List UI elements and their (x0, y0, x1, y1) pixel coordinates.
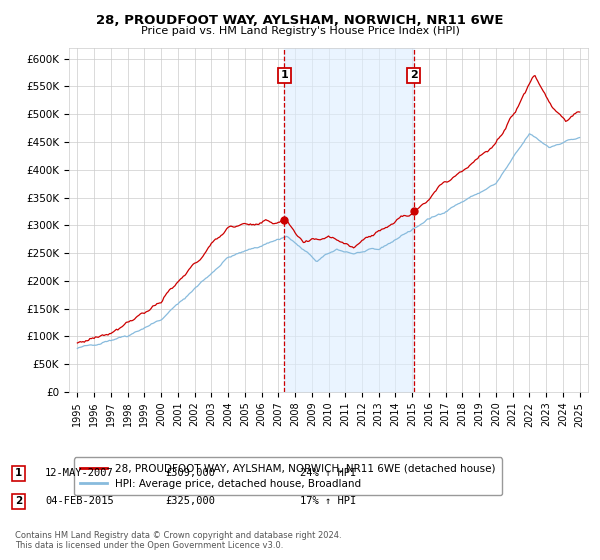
Text: £325,000: £325,000 (165, 496, 215, 506)
Text: Contains HM Land Registry data © Crown copyright and database right 2024.
This d: Contains HM Land Registry data © Crown c… (15, 531, 341, 550)
Text: 1: 1 (15, 468, 22, 478)
Text: 12-MAY-2007: 12-MAY-2007 (45, 468, 114, 478)
Text: 2: 2 (15, 496, 22, 506)
Text: 24% ↑ HPI: 24% ↑ HPI (300, 468, 356, 478)
Legend: 28, PROUDFOOT WAY, AYLSHAM, NORWICH, NR11 6WE (detached house), HPI: Average pri: 28, PROUDFOOT WAY, AYLSHAM, NORWICH, NR1… (74, 458, 502, 495)
Text: 1: 1 (281, 71, 289, 81)
Text: £309,000: £309,000 (165, 468, 215, 478)
Text: 2: 2 (410, 71, 418, 81)
Text: 04-FEB-2015: 04-FEB-2015 (45, 496, 114, 506)
Text: Price paid vs. HM Land Registry's House Price Index (HPI): Price paid vs. HM Land Registry's House … (140, 26, 460, 36)
Text: 17% ↑ HPI: 17% ↑ HPI (300, 496, 356, 506)
Text: 28, PROUDFOOT WAY, AYLSHAM, NORWICH, NR11 6WE: 28, PROUDFOOT WAY, AYLSHAM, NORWICH, NR1… (96, 14, 504, 27)
